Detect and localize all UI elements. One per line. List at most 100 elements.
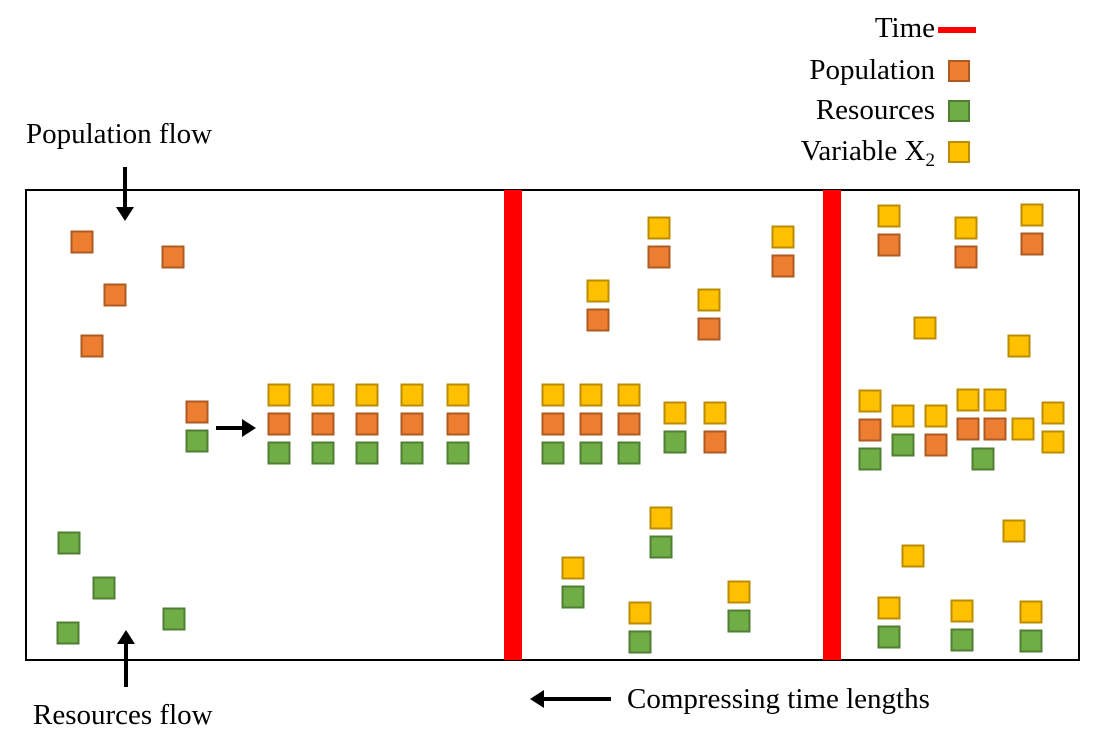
time-bar-1 [504, 190, 522, 660]
legend-variable-swatch [948, 141, 970, 163]
variable-square [541, 383, 565, 407]
population-square [697, 317, 721, 341]
population-square [954, 245, 978, 269]
time-bar-2 [823, 190, 841, 660]
variable-square [355, 383, 379, 407]
resources-square [950, 628, 974, 652]
resources-square [56, 621, 80, 645]
population-square [80, 334, 104, 358]
legend-resources-label: Resources [815, 94, 935, 126]
resources-square [891, 433, 915, 457]
resources-square [311, 441, 335, 465]
variable-square [924, 404, 948, 428]
variable-square [579, 383, 603, 407]
resources-square [727, 609, 751, 633]
legend-population-swatch [948, 60, 970, 82]
population-flow-label: Population flow [26, 118, 213, 150]
population-square [956, 417, 980, 441]
variable-square [1041, 401, 1065, 425]
population-square [579, 412, 603, 436]
compressing-time-label: Compressing time lengths [627, 683, 930, 715]
resources-square [446, 441, 470, 465]
population-square [446, 412, 470, 436]
variable-square [877, 204, 901, 228]
variable-square [950, 599, 974, 623]
variable-square [586, 279, 610, 303]
variable-square [267, 383, 291, 407]
variable-square [956, 388, 980, 412]
variable-square [1020, 203, 1044, 227]
population-square [311, 412, 335, 436]
variable-square [858, 389, 882, 413]
variable-square [1041, 430, 1065, 454]
resources-square [400, 441, 424, 465]
variable-square [400, 383, 424, 407]
population-square [877, 233, 901, 257]
population-square [103, 283, 127, 307]
legend-variable-subscript: 2 [925, 150, 936, 171]
variable-square [703, 401, 727, 425]
resources-flow-arrow [117, 630, 135, 687]
resources-square [663, 430, 687, 454]
variable-square [1007, 334, 1031, 358]
population-square [541, 412, 565, 436]
legend-resources-swatch [948, 100, 970, 122]
population-flow-arrow [116, 167, 134, 221]
resources-square [877, 625, 901, 649]
variable-square [913, 316, 937, 340]
resources-square [649, 535, 673, 559]
variable-square [663, 401, 687, 425]
resources-square [267, 441, 291, 465]
variable-square [561, 556, 585, 580]
variable-square [901, 544, 925, 568]
variable-square [647, 216, 671, 240]
variable-square [628, 601, 652, 625]
variable-square [446, 383, 470, 407]
population-square [983, 417, 1007, 441]
population-square [1020, 232, 1044, 256]
diagram-frame [25, 189, 1080, 661]
legend-time-swatch [938, 27, 976, 33]
variable-square [1002, 519, 1026, 543]
resources-square [92, 576, 116, 600]
population-square [185, 400, 209, 424]
population-square [355, 412, 379, 436]
population-square [924, 433, 948, 457]
resources-square [579, 441, 603, 465]
resources-square [541, 441, 565, 465]
variable-square [617, 383, 641, 407]
population-square [617, 412, 641, 436]
population-square [400, 412, 424, 436]
variable-square [983, 388, 1007, 412]
population-square [161, 245, 185, 269]
variable-square [1011, 417, 1035, 441]
variable-square [727, 580, 751, 604]
variable-square [311, 383, 335, 407]
resources-square [162, 607, 186, 631]
resources-square [971, 447, 995, 471]
legend-variable-label: Variable X2 [801, 137, 935, 171]
resources-square [355, 441, 379, 465]
resources-square [57, 531, 81, 555]
population-square [586, 308, 610, 332]
resources-square [628, 630, 652, 654]
population-square [647, 245, 671, 269]
population-square [70, 230, 94, 254]
resources-square [617, 441, 641, 465]
variable-square [1019, 600, 1043, 624]
variable-square [891, 404, 915, 428]
compressing-time-arrow [530, 690, 611, 708]
population-square [771, 254, 795, 278]
resources-square [1019, 629, 1043, 653]
resources-flow-label: Resources flow [33, 699, 213, 731]
population-square [267, 412, 291, 436]
variable-square [954, 216, 978, 240]
variable-square [649, 506, 673, 530]
legend-time-label: Time [874, 12, 935, 44]
resources-square [185, 429, 209, 453]
legend-population-label: Population [809, 54, 935, 86]
variable-square [771, 225, 795, 249]
combine-arrow [216, 419, 256, 437]
variable-square [697, 288, 721, 312]
